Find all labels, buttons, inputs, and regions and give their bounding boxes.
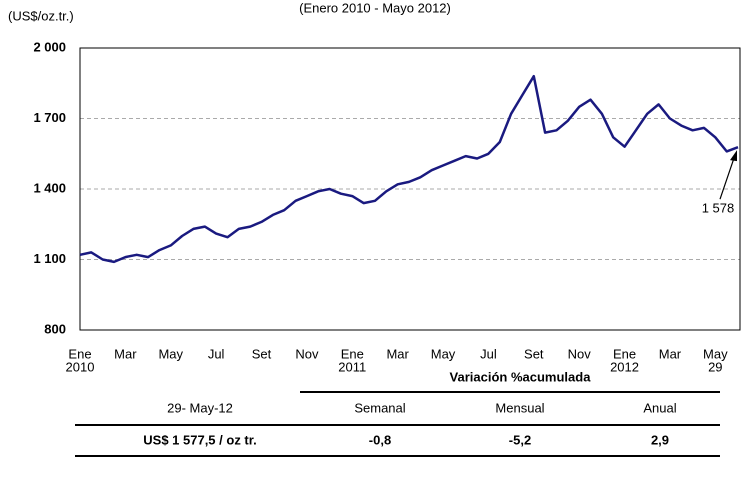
table-cell: US$ 1 577,5 / oz tr. bbox=[143, 432, 256, 447]
table-cell: -0,8 bbox=[369, 432, 391, 447]
x-tick-sublabel: 2012 bbox=[610, 359, 639, 374]
annotation-arrow bbox=[719, 154, 736, 200]
x-tick-label: Ene bbox=[613, 346, 636, 361]
table-header-cell: Anual bbox=[643, 400, 676, 415]
x-tick-label: Set bbox=[252, 346, 272, 361]
annotation-arrowhead bbox=[730, 150, 737, 162]
x-tick-label: Jul bbox=[480, 346, 497, 361]
x-tick-label: May bbox=[158, 346, 183, 361]
x-tick-label: Mar bbox=[114, 346, 137, 361]
x-tick-label: Set bbox=[524, 346, 544, 361]
table-cell: 2,9 bbox=[651, 432, 669, 447]
y-tick-label: 800 bbox=[44, 321, 66, 336]
table-header-cell: Mensual bbox=[495, 400, 544, 415]
table-group-header: Variación %acumulada bbox=[450, 369, 592, 384]
plot-frame bbox=[79, 47, 741, 331]
x-tick-label: Ene bbox=[68, 346, 91, 361]
x-tick-sublabel: 2010 bbox=[66, 359, 95, 374]
y-tick-label: 1 700 bbox=[33, 110, 66, 125]
price-line bbox=[79, 74, 739, 264]
y-tick-label: 2 000 bbox=[33, 39, 66, 54]
x-tick-label: Nov bbox=[295, 346, 319, 361]
x-tick-label: Mar bbox=[659, 346, 682, 361]
x-tick-label: Ene bbox=[341, 346, 364, 361]
x-tick-label: May bbox=[703, 346, 728, 361]
x-tick-sublabel: 29 bbox=[708, 359, 722, 374]
x-tick-label: May bbox=[431, 346, 456, 361]
x-tick-sublabel: 2011 bbox=[338, 359, 366, 374]
table-cell: -5,2 bbox=[509, 432, 531, 447]
annotation: 1 578 bbox=[702, 201, 735, 216]
table-header-cell: Semanal bbox=[354, 400, 405, 415]
x-tick-label: Nov bbox=[568, 346, 592, 361]
chart-subtitle: (Enero 2010 - Mayo 2012) bbox=[299, 0, 451, 15]
y-tick-label: 1 100 bbox=[33, 251, 66, 266]
table-header-cell: 29- May-12 bbox=[167, 400, 233, 415]
y-tick-label: 1 400 bbox=[33, 180, 66, 195]
x-tick-label: Jul bbox=[208, 346, 225, 361]
y-axis-label: (US$/oz.tr.) bbox=[8, 8, 74, 23]
x-tick-label: Mar bbox=[386, 346, 409, 361]
